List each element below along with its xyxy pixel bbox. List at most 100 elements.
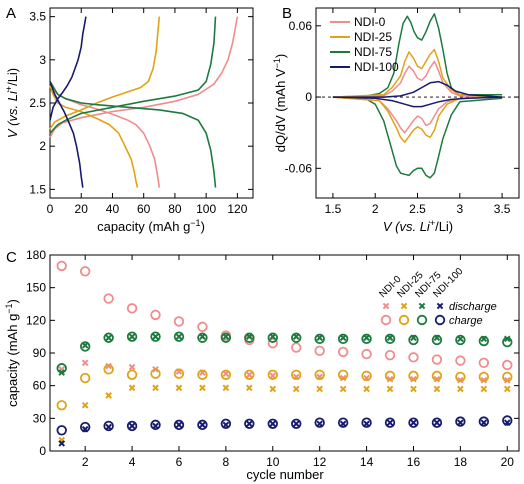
panel-label-a: A xyxy=(6,5,16,22)
panel-b-xlabel-sup: + xyxy=(430,218,435,228)
panel-c-ndi-75-charge-point xyxy=(478,335,490,347)
panel-a-xtick-label: 0 xyxy=(47,202,54,216)
panel-c-ndi-0-discharge-point xyxy=(105,362,112,370)
panel-c-ndi-25-charge-point xyxy=(291,369,302,380)
panel-a-ylabel: V (vs. Li+/Li) xyxy=(4,68,20,138)
panel-b-ytick-label: 0 xyxy=(305,90,312,104)
panel-c-ndi-25-charge-point xyxy=(267,369,278,380)
panel-c-ndi-25-discharge-point xyxy=(152,384,159,392)
panel-c-ndi-0-charge-point xyxy=(126,303,138,314)
panel-c-ndi-100-charge-point xyxy=(337,417,349,428)
panel-c-ndi-100-charge-point xyxy=(431,417,443,428)
panel-c-ndi-75-discharge-point xyxy=(105,334,112,342)
panel-c-ndi-25-discharge-point xyxy=(175,384,183,392)
panel-c-xtick-label: 2 xyxy=(82,455,89,469)
panel-b-ylabel: dQ/dV (mAh V−1) xyxy=(272,54,288,152)
panel-c-ndi-25-charge-point xyxy=(314,369,325,380)
panel-c-ndi-100-discharge-point xyxy=(128,422,136,430)
panel-c-legend-discharge-ndi-75 xyxy=(418,302,426,310)
panel-c-legend-discharge-ndi-0 xyxy=(382,302,390,310)
panel-a-ytick-label: 1.5 xyxy=(29,182,46,196)
panel-c-ndi-100-charge-point xyxy=(361,417,372,428)
panel-a-line-ndi-75-discharge xyxy=(49,80,217,188)
panel-c-ndi-25-discharge-point xyxy=(199,384,206,392)
panel-a-ytick-label: 3.5 xyxy=(29,10,46,24)
panel-b-line-ndi-100-charge xyxy=(332,80,503,98)
panel-c-ndi-100-charge-point xyxy=(267,418,278,429)
panel-c-ndi-25-charge-point xyxy=(220,369,232,380)
panel-c-ndi-100-charge-point xyxy=(478,416,490,427)
panel-c-ndi-0-discharge-point xyxy=(480,376,488,384)
panel-a-xlabel-tail: ) xyxy=(201,219,205,234)
panel-c-ndi-100-discharge-point xyxy=(410,419,417,426)
panel-c-ndi-25-charge-point xyxy=(126,369,138,380)
panel-c-ndi-100-discharge-point xyxy=(292,420,300,428)
panel-c-ndi-25-charge-point xyxy=(103,364,114,375)
panel-c-ndi-0-discharge-point xyxy=(503,376,511,384)
panel-c-ndi-100-discharge-point xyxy=(105,423,112,431)
panel-c-ndi-25-charge-point xyxy=(502,371,513,383)
panel-c-ndi-25-charge-point xyxy=(478,371,490,383)
panel-c-xtick-label: 16 xyxy=(407,455,421,469)
panel-c-ndi-100-charge-point xyxy=(314,417,325,428)
panel-c-ndi-75-discharge-point xyxy=(386,334,394,342)
panel-c-ndi-25-discharge-point xyxy=(81,401,89,409)
panel-c-ndi-100-charge-point xyxy=(502,415,513,426)
panel-c-ndi-75-charge-point xyxy=(56,363,67,374)
panel-c-ndi-25-charge-point xyxy=(173,368,185,379)
panel-c-xtick-label: 20 xyxy=(501,455,515,469)
panel-c-ndi-0-discharge-point xyxy=(128,363,136,371)
panel-c-ndi-0-discharge-point xyxy=(269,372,277,380)
panel-c-ndi-75-charge-point xyxy=(220,332,232,343)
panel-a-xtick-label: 20 xyxy=(75,202,89,216)
panel-c-ytick-label: 180 xyxy=(26,248,46,262)
panel-c-ndi-75-discharge-point xyxy=(128,333,136,340)
panel-b-ylabel-tail: ) xyxy=(273,54,288,58)
panel-c-xtick-label: 18 xyxy=(454,455,468,469)
legend-label-ndi-0: NDI-0 xyxy=(354,15,386,29)
panel-c-ndi-100-charge-point xyxy=(455,416,466,427)
panel-a-line-ndi-0-discharge xyxy=(49,81,161,188)
panel-c-ndi-75-discharge-point xyxy=(316,334,323,342)
panel-c-ndi-0-charge-point xyxy=(291,342,302,353)
panel-b-ytick-label: 0.06 xyxy=(289,19,313,33)
panel-c-ndi-25-discharge-point xyxy=(457,385,464,393)
panel-c-ndi-25-charge-point xyxy=(79,372,91,384)
panel-c-ndi-25-charge-point xyxy=(361,370,372,382)
panel-c-ndi-25-charge-point xyxy=(431,370,443,382)
panel-c-ndi-0-charge-point xyxy=(267,338,278,349)
panel-a-ylabel-tail: /Li) xyxy=(5,68,20,86)
panel-c-ndi-0-discharge-point xyxy=(386,375,394,383)
panel-c-ndi-0-discharge-point xyxy=(246,371,253,379)
panel-c-ndi-25-charge-point xyxy=(244,369,255,380)
panel-c-ndi-100-charge-point xyxy=(244,418,255,429)
panel-a-line-ndi-0-charge xyxy=(49,16,239,138)
panel-c-ndi-0-discharge-point xyxy=(222,370,230,377)
panel-c-legend-charge-ndi-75 xyxy=(416,314,428,326)
panel-c-ndi-0-charge-point xyxy=(455,355,466,366)
panel-c-ytick-label: 90 xyxy=(33,346,47,360)
panel-b-line-ndi-100-discharge xyxy=(332,96,503,108)
panel-c-ndi-0-charge-point xyxy=(103,293,114,304)
panel-c-legend-discharge-ndi-100 xyxy=(436,302,444,310)
panel-c-ndi-25-charge-point xyxy=(408,370,419,382)
panel-b-xlabel: V (vs. Li+/Li) xyxy=(383,218,453,234)
panel-c-ndi-100-discharge-point xyxy=(457,419,464,426)
panel-c-ndi-0-charge-point xyxy=(173,316,185,327)
panel-b-xtick-label: 1.5 xyxy=(325,202,342,216)
panel-c-ndi-75-charge-point xyxy=(126,331,138,342)
panel-c-ndi-75-charge-point xyxy=(337,333,349,345)
panel-c-xtick-label: 12 xyxy=(313,455,327,469)
panel-c-ndi-100-discharge-point xyxy=(58,440,66,447)
panel-a-xtick-label: 60 xyxy=(137,202,151,216)
panel-c-ytick-label: 60 xyxy=(33,379,47,393)
panel-c-ndi-100-charge-point xyxy=(79,421,91,433)
panel-c-ndi-75-discharge-point xyxy=(339,334,347,342)
panel-c-ndi-75-charge-point xyxy=(455,334,466,346)
panel-c-ndi-25-discharge-point xyxy=(386,385,394,393)
panel-c-ndi-75-discharge-point xyxy=(269,333,277,340)
panel-b-xlabel-tail: /Li) xyxy=(435,219,453,234)
panel-c-ndi-25-charge-point xyxy=(56,400,67,411)
panel-a-ylabel-sup: + xyxy=(4,86,14,91)
